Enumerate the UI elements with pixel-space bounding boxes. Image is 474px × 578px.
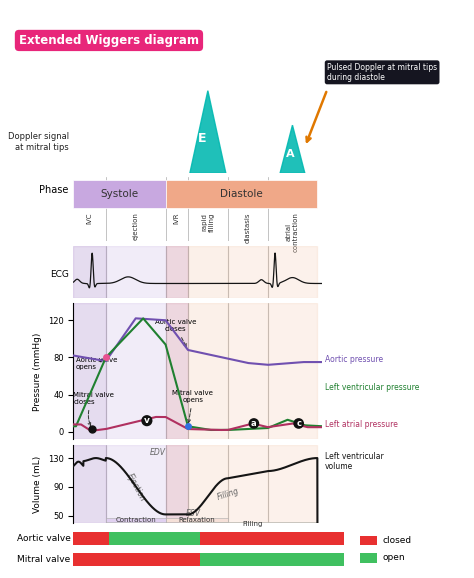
Text: Aortic valve: Aortic valve [17,534,71,543]
Bar [360,553,377,563]
Bar [188,303,228,439]
Bar [106,445,165,523]
Text: Phase: Phase [39,185,69,195]
Text: rapid
filling: rapid filling [201,213,214,232]
Text: E: E [197,132,206,145]
Text: ECG: ECG [50,270,69,279]
Bar [267,246,318,298]
Text: Aortic pressure: Aortic pressure [325,355,383,364]
Bar [228,303,267,439]
Text: ejection: ejection [133,213,139,240]
Text: Mitral valve: Mitral valve [18,555,71,564]
Text: Left ventricular pressure: Left ventricular pressure [325,383,419,392]
Bar [228,445,267,523]
Text: Left atrial pressure: Left atrial pressure [325,420,398,429]
Text: v: v [144,416,150,425]
Y-axis label: Pressure (mmHg): Pressure (mmHg) [34,332,43,410]
Text: Aortic valve
opens: Aortic valve opens [76,357,118,369]
Text: Relaxation: Relaxation [178,517,215,523]
Polygon shape [280,125,305,173]
Bar [165,518,228,522]
Text: IVC: IVC [87,213,92,224]
Text: Contraction: Contraction [115,517,156,523]
Bar [267,445,318,523]
Bar [109,532,200,546]
Text: Mitral valve
opens: Mitral valve opens [173,390,213,423]
Text: Filling: Filling [216,487,240,502]
Text: atrial
contraction: atrial contraction [286,213,299,252]
Text: ESV: ESV [185,509,201,518]
Text: Doppler signal
at mitral tips: Doppler signal at mitral tips [8,132,69,152]
Bar [73,532,109,546]
Bar [73,553,200,566]
Text: Left ventricular
volume: Left ventricular volume [325,452,383,472]
Bar [228,246,267,298]
Bar [188,246,228,298]
Text: A: A [286,149,294,159]
Polygon shape [190,91,226,173]
Text: Aortic valve
closes: Aortic valve closes [155,320,196,347]
Bar [200,553,344,566]
Bar [165,180,318,208]
Bar [106,518,165,522]
Bar [267,303,318,439]
Text: Mitral valve
closes: Mitral valve closes [73,392,114,425]
Bar [360,536,377,546]
Text: Diastole: Diastole [220,189,263,199]
Text: open: open [382,553,405,562]
Text: closed: closed [382,536,411,545]
Bar [106,246,165,298]
Text: c: c [296,419,301,428]
Bar [106,303,165,439]
Bar [165,445,188,523]
Bar [188,523,318,526]
Y-axis label: Volume (mL): Volume (mL) [33,455,42,513]
Bar [165,246,188,298]
Text: Extended Wiggers diagram: Extended Wiggers diagram [19,34,199,47]
Text: Ejection: Ejection [125,471,147,503]
Bar [188,445,228,523]
Text: EDV: EDV [150,447,166,457]
Text: IVR: IVR [174,213,180,224]
Bar [73,246,106,298]
Bar [73,180,165,208]
Bar [73,303,106,439]
Bar [165,303,188,439]
Text: a: a [251,419,257,428]
Text: diastasis: diastasis [245,213,251,243]
Text: Filling: Filling [243,521,263,527]
Bar [200,532,344,546]
Text: Pulsed Doppler at mitral tips
during diastole: Pulsed Doppler at mitral tips during dia… [327,62,437,82]
Text: Systole: Systole [100,189,138,199]
Bar [73,445,106,523]
